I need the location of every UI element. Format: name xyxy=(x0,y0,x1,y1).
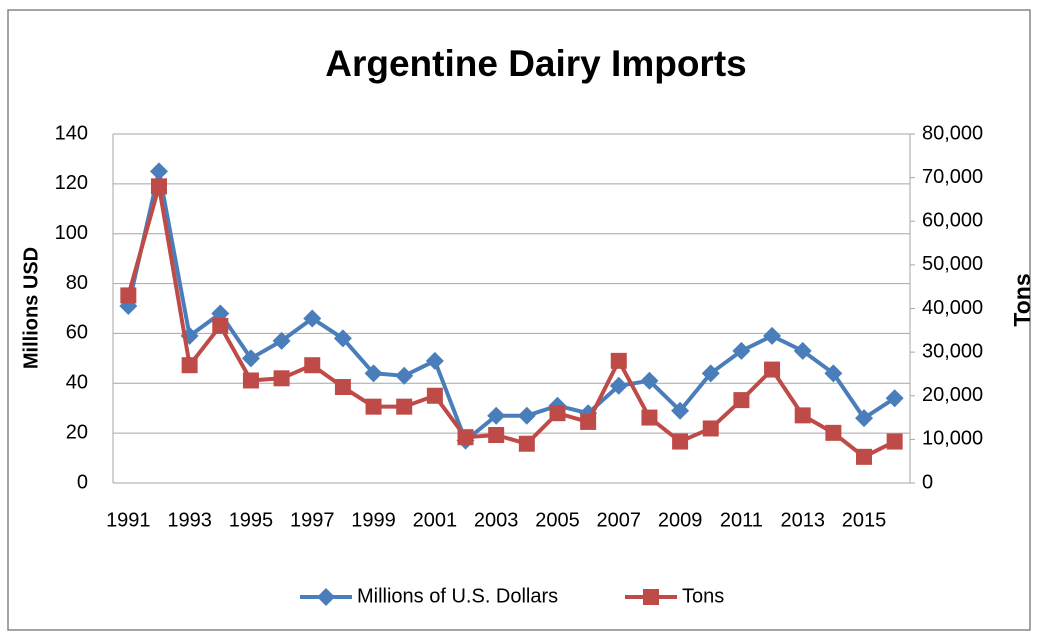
data-point xyxy=(365,398,382,415)
chart-title: Argentine Dairy Imports xyxy=(325,43,746,84)
y-tick-label: 40 xyxy=(66,372,88,394)
data-point xyxy=(272,331,291,350)
data-point xyxy=(364,364,383,383)
x-tick-label: 2005 xyxy=(535,509,580,531)
y2-tick-label: 80,000 xyxy=(922,122,983,144)
data-point xyxy=(426,387,443,404)
data-point xyxy=(549,405,566,422)
data-point xyxy=(303,309,322,328)
data-point xyxy=(885,389,904,408)
y2-axis-label: Tons xyxy=(1009,273,1035,326)
x-tick-label: 1997 xyxy=(290,509,335,531)
data-point xyxy=(334,379,351,396)
y-tick-label: 0 xyxy=(77,471,88,493)
data-point xyxy=(733,392,750,409)
y2-tick-label: 30,000 xyxy=(922,340,983,362)
y-tick-label: 140 xyxy=(55,122,88,144)
legend-marker xyxy=(643,589,659,605)
y-tick-label: 20 xyxy=(66,421,88,443)
y2-tick-label: 50,000 xyxy=(922,253,983,275)
data-point xyxy=(732,341,751,360)
y-axis-label: Millions USD xyxy=(20,247,42,369)
y2-tick-label: 70,000 xyxy=(922,166,983,188)
data-point xyxy=(395,366,414,385)
data-point xyxy=(886,433,903,450)
chart-border xyxy=(7,9,1031,631)
legend-label: Tons xyxy=(682,585,724,607)
data-point xyxy=(701,364,720,383)
data-point xyxy=(640,371,659,390)
data-point xyxy=(793,341,812,360)
data-point xyxy=(425,351,444,370)
x-tick-label: 2009 xyxy=(658,509,703,531)
x-tick-label: 1993 xyxy=(167,509,212,531)
data-point xyxy=(518,435,535,452)
data-point xyxy=(825,424,842,441)
data-point xyxy=(856,448,873,465)
y2-tick-label: 40,000 xyxy=(922,297,983,319)
data-point xyxy=(242,372,259,389)
y2-tick-label: 20,000 xyxy=(922,384,983,406)
data-point xyxy=(120,287,137,304)
x-tick-label: 2011 xyxy=(720,509,763,531)
data-point xyxy=(304,357,321,374)
data-point xyxy=(273,370,290,387)
x-tick-label: 2015 xyxy=(842,509,887,531)
y-tick-label: 60 xyxy=(66,322,88,344)
data-point xyxy=(396,398,413,415)
data-point xyxy=(794,407,811,424)
data-point xyxy=(488,427,505,444)
data-point xyxy=(181,357,198,374)
data-point xyxy=(671,401,690,420)
data-point xyxy=(517,406,536,425)
x-tick-label: 2013 xyxy=(780,509,825,531)
data-point xyxy=(609,376,628,395)
data-point xyxy=(702,420,719,437)
x-tick-label: 2003 xyxy=(474,509,519,531)
y2-tick-label: 10,000 xyxy=(922,428,983,450)
x-tick-label: 1995 xyxy=(229,509,274,531)
data-point xyxy=(824,364,843,383)
data-point xyxy=(241,349,260,368)
data-point xyxy=(610,352,627,369)
legend-marker xyxy=(317,588,335,606)
data-point xyxy=(580,413,597,430)
data-point xyxy=(150,178,167,195)
data-point xyxy=(763,326,782,345)
data-point xyxy=(672,433,689,450)
y-tick-label: 100 xyxy=(55,222,88,244)
x-tick-label: 2007 xyxy=(597,509,642,531)
data-point xyxy=(855,409,874,428)
y2-tick-label: 60,000 xyxy=(922,210,983,232)
x-tick-label: 1999 xyxy=(351,509,396,531)
data-point xyxy=(487,406,506,425)
data-point xyxy=(457,429,474,446)
x-tick-label: 1991 xyxy=(106,509,151,531)
y-tick-label: 80 xyxy=(66,272,88,294)
data-point xyxy=(641,409,658,426)
data-point xyxy=(149,162,168,181)
x-tick-label: 2001 xyxy=(413,509,458,531)
y2-tick-label: 0 xyxy=(922,471,933,493)
legend-label: Millions of U.S. Dollars xyxy=(357,585,558,607)
data-point xyxy=(212,317,229,334)
y-tick-label: 120 xyxy=(55,172,88,194)
data-point xyxy=(333,329,352,348)
data-point xyxy=(764,361,781,378)
